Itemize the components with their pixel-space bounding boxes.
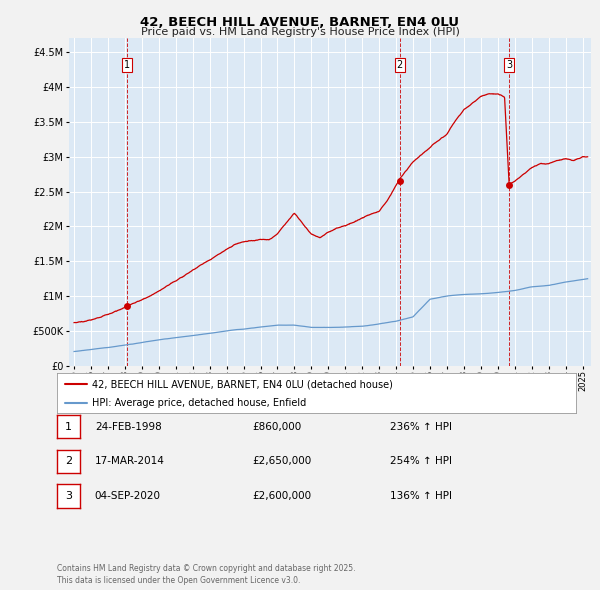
Text: 3: 3 [65,491,72,501]
Text: 24-FEB-1998: 24-FEB-1998 [95,422,161,431]
Text: Contains HM Land Registry data © Crown copyright and database right 2025.
This d: Contains HM Land Registry data © Crown c… [57,565,355,585]
Text: 17-MAR-2014: 17-MAR-2014 [95,457,164,466]
Text: 04-SEP-2020: 04-SEP-2020 [95,491,161,501]
Text: £2,600,000: £2,600,000 [252,491,311,501]
Text: 1: 1 [124,60,130,70]
Text: 3: 3 [506,60,512,70]
Text: Price paid vs. HM Land Registry's House Price Index (HPI): Price paid vs. HM Land Registry's House … [140,27,460,37]
Text: 42, BEECH HILL AVENUE, BARNET, EN4 0LU: 42, BEECH HILL AVENUE, BARNET, EN4 0LU [140,16,460,29]
Text: £2,650,000: £2,650,000 [252,457,311,466]
Text: 136% ↑ HPI: 136% ↑ HPI [390,491,452,501]
Text: 2: 2 [397,60,403,70]
Text: £860,000: £860,000 [252,422,301,431]
Text: 42, BEECH HILL AVENUE, BARNET, EN4 0LU (detached house): 42, BEECH HILL AVENUE, BARNET, EN4 0LU (… [92,379,393,389]
Text: HPI: Average price, detached house, Enfield: HPI: Average price, detached house, Enfi… [92,398,307,408]
Text: 2: 2 [65,457,72,466]
Text: 1: 1 [65,422,72,431]
Text: 254% ↑ HPI: 254% ↑ HPI [390,457,452,466]
Text: 236% ↑ HPI: 236% ↑ HPI [390,422,452,431]
